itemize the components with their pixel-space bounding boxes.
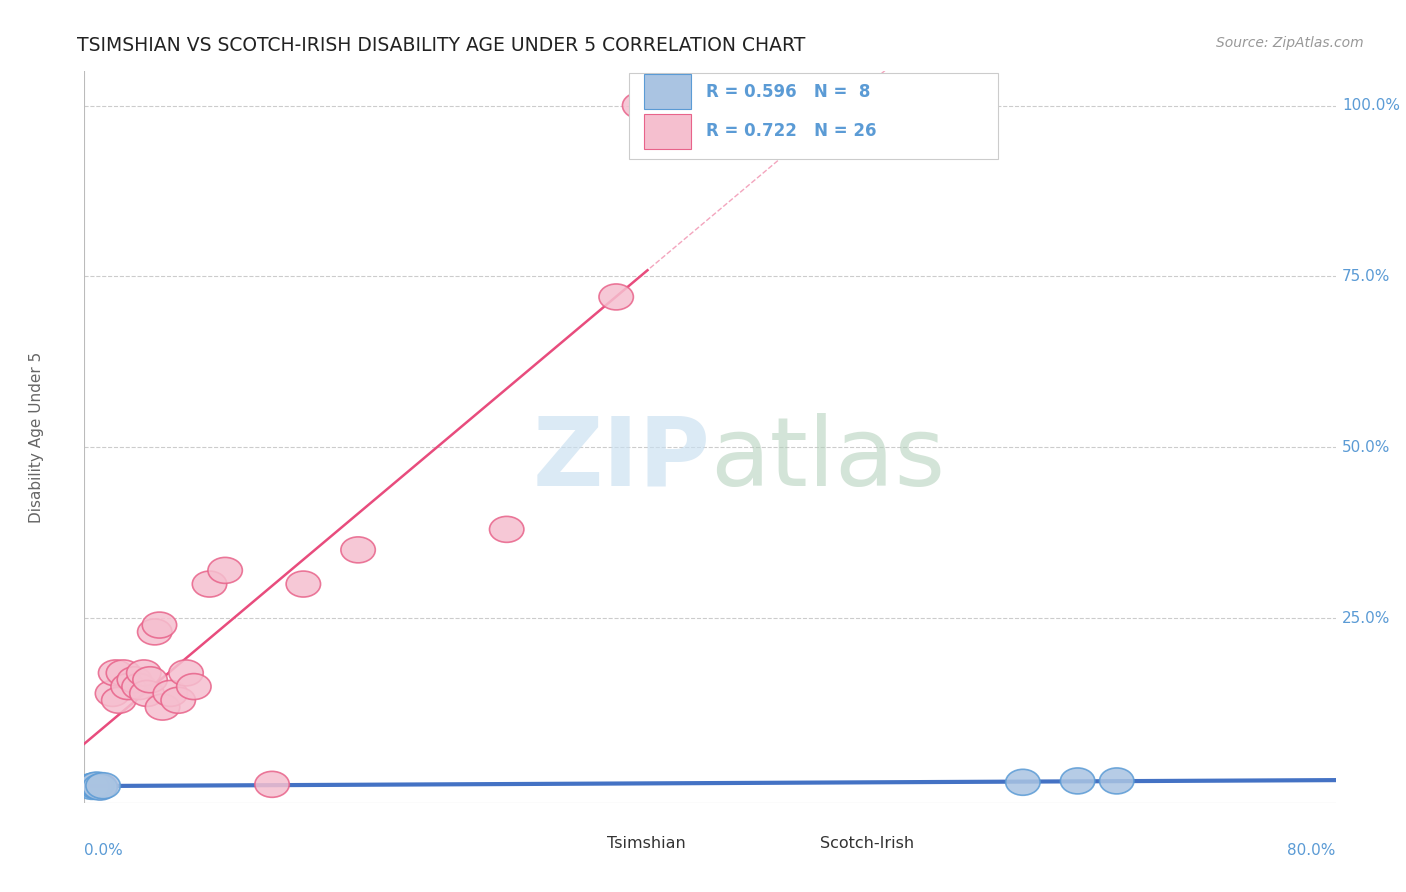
- Text: ZIP: ZIP: [531, 412, 710, 506]
- Text: R = 0.722   N = 26: R = 0.722 N = 26: [706, 122, 877, 140]
- Ellipse shape: [98, 660, 132, 686]
- Ellipse shape: [132, 666, 167, 693]
- Text: 80.0%: 80.0%: [1288, 843, 1336, 858]
- Text: Source: ZipAtlas.com: Source: ZipAtlas.com: [1216, 36, 1364, 50]
- Ellipse shape: [75, 773, 110, 799]
- Ellipse shape: [489, 516, 524, 542]
- Text: Disability Age Under 5: Disability Age Under 5: [30, 351, 45, 523]
- Ellipse shape: [599, 284, 633, 310]
- Ellipse shape: [169, 660, 204, 686]
- FancyBboxPatch shape: [761, 832, 807, 855]
- FancyBboxPatch shape: [547, 832, 595, 855]
- Text: R = 0.596   N =  8: R = 0.596 N = 8: [706, 83, 870, 101]
- Text: Tsimshian: Tsimshian: [607, 837, 686, 851]
- Ellipse shape: [83, 773, 117, 799]
- Ellipse shape: [177, 673, 211, 699]
- Ellipse shape: [129, 681, 165, 706]
- Ellipse shape: [138, 619, 172, 645]
- Ellipse shape: [101, 687, 136, 714]
- Ellipse shape: [340, 537, 375, 563]
- FancyBboxPatch shape: [644, 113, 692, 149]
- Ellipse shape: [83, 774, 117, 800]
- Ellipse shape: [287, 571, 321, 597]
- Text: 0.0%: 0.0%: [84, 843, 124, 858]
- Ellipse shape: [193, 571, 226, 597]
- Text: 75.0%: 75.0%: [1341, 268, 1391, 284]
- Text: 50.0%: 50.0%: [1341, 440, 1391, 455]
- Ellipse shape: [80, 772, 114, 798]
- FancyBboxPatch shape: [628, 73, 998, 159]
- FancyBboxPatch shape: [644, 74, 692, 109]
- Text: TSIMSHIAN VS SCOTCH-IRISH DISABILITY AGE UNDER 5 CORRELATION CHART: TSIMSHIAN VS SCOTCH-IRISH DISABILITY AGE…: [77, 36, 806, 54]
- Ellipse shape: [623, 93, 657, 119]
- Text: 25.0%: 25.0%: [1341, 611, 1391, 625]
- Ellipse shape: [117, 666, 152, 693]
- Ellipse shape: [208, 558, 242, 583]
- Text: Scotch-Irish: Scotch-Irish: [820, 837, 914, 851]
- Ellipse shape: [127, 660, 162, 686]
- Ellipse shape: [107, 660, 141, 686]
- Text: 100.0%: 100.0%: [1341, 98, 1400, 113]
- Ellipse shape: [86, 772, 121, 798]
- Ellipse shape: [79, 772, 112, 798]
- Ellipse shape: [96, 681, 129, 706]
- Ellipse shape: [145, 694, 180, 720]
- Ellipse shape: [111, 673, 145, 699]
- Ellipse shape: [162, 687, 195, 714]
- Text: atlas: atlas: [710, 412, 945, 506]
- Ellipse shape: [1005, 769, 1040, 796]
- Ellipse shape: [1060, 768, 1095, 794]
- Ellipse shape: [122, 673, 156, 699]
- Ellipse shape: [254, 772, 290, 797]
- Ellipse shape: [142, 612, 177, 638]
- Ellipse shape: [153, 681, 187, 706]
- Ellipse shape: [1099, 768, 1133, 794]
